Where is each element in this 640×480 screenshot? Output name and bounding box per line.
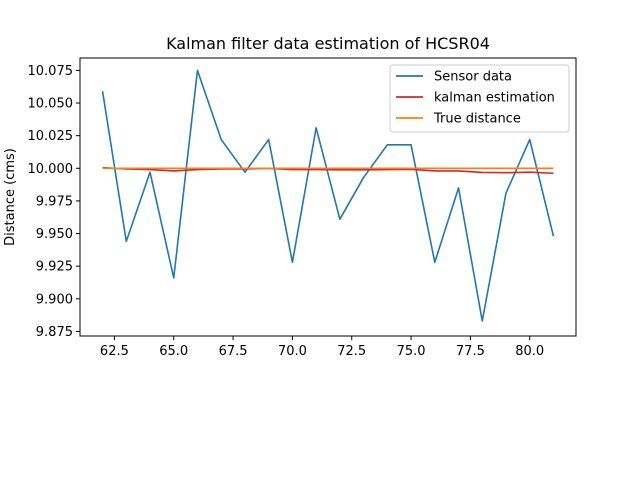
series-line-kalman-estimation [102,166,554,175]
y-tick-label: 9.975 [36,194,73,209]
y-tick-label: 9.875 [36,325,73,340]
y-axis-label: Distance (cms) [3,148,18,246]
x-tick-label: 77.5 [456,344,485,359]
legend-box [389,64,570,133]
x-tick-label: 80.0 [515,344,544,359]
y-tick-label: 9.900 [36,292,73,307]
chart-legend: Sensor data kalman estimation True distanc… [389,64,570,133]
legend-label-kalman-estimation: kalman estimation [434,91,555,106]
axes-layer: 62.5 65.0 67.5 70.0 72.5 75.0 77.5 80.0 9.875 9.9… [28,57,577,359]
x-tick-label: 62.5 [100,344,129,359]
legend-label-true-distance: True distance [433,112,521,127]
y-tick-label: 9.925 [36,260,73,275]
y-tick-label: 10.000 [28,162,74,177]
chart-title: Kalman filter data estimation of HCSR04 [166,34,490,53]
plot-frame [79,57,577,337]
x-tick-label: 75.0 [397,344,426,359]
x-tick-label: 67.5 [219,344,248,359]
x-tick-label: 70.0 [278,344,307,359]
series-layer [101,69,555,322]
y-tick-label: 9.950 [36,227,73,242]
x-tick-label: 72.5 [337,344,366,359]
x-tick-label: 65.0 [159,344,188,359]
series-line-sensor-data [101,69,555,322]
y-tick-label: 10.025 [28,129,74,144]
y-tick-label: 10.075 [28,64,74,79]
legend-label-sensor-data: Sensor data [434,70,512,85]
y-tick-label: 10.050 [28,97,74,112]
